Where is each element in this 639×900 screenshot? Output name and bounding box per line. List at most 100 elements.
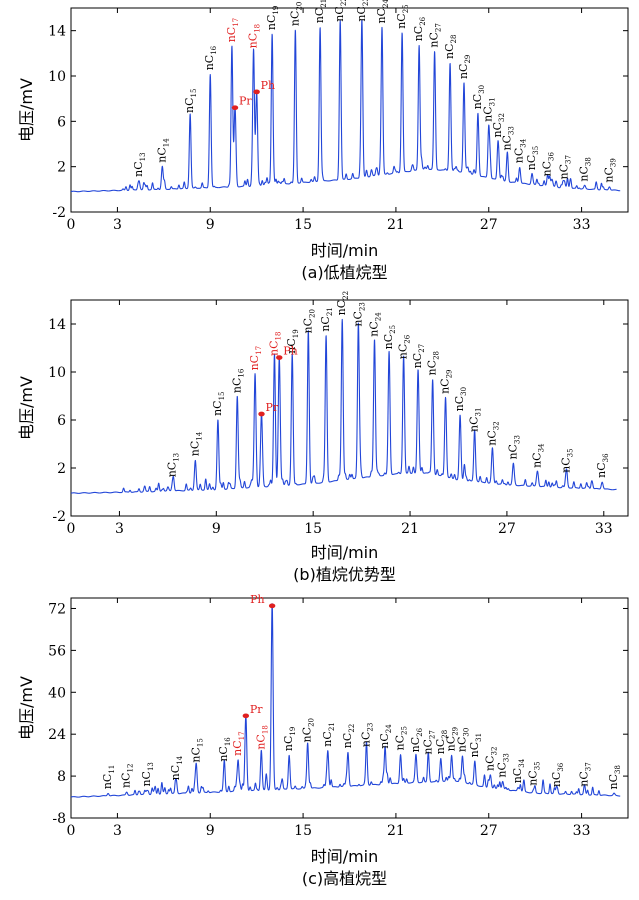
peak-label-prefix: nC	[578, 771, 591, 787]
peak-label-subscript: 26	[404, 334, 412, 343]
peak-label-nc34: nC34	[513, 138, 528, 163]
x-tick-label: 33	[573, 217, 591, 233]
peak-label-prefix: nC	[409, 737, 422, 753]
peak-label-nc32: nC32	[483, 747, 498, 771]
peak-label-nc18: nC18	[254, 725, 269, 749]
peak-label-prefix: nC	[140, 771, 153, 787]
peak-label-prefix: nC	[483, 755, 496, 771]
x-tick-label: 15	[294, 217, 312, 233]
peak-label-subscript: 20	[308, 309, 316, 318]
peak-label-prefix: nC	[355, 6, 368, 22]
peak-label-subscript: 12	[127, 764, 135, 773]
peak-label-prefix: nC	[426, 360, 439, 376]
peak-label-prefix: nC	[434, 739, 447, 755]
peak-label-prefix: nC	[378, 733, 391, 749]
peak-label-subscript: 23	[362, 0, 370, 6]
peak-label-subscript: 16	[210, 45, 218, 54]
peak-label-nc36: nC36	[541, 152, 556, 177]
peak-label-subscript: 33	[503, 753, 511, 762]
peak-label-subscript: 21	[320, 0, 328, 8]
peak-label-subscript: 13	[173, 453, 181, 462]
peak-label-nc36: nC36	[550, 762, 565, 787]
peak-label-nc13: nC13	[166, 453, 181, 477]
peak-label-subscript: 19	[272, 6, 280, 15]
peak-label-nc16: nC16	[203, 45, 218, 70]
peak-label-nc33: nC33	[500, 126, 515, 150]
peak-label-nc27: nC27	[411, 344, 426, 368]
peak-label-prefix: nC	[421, 739, 434, 755]
peak-label-subscript: 15	[196, 738, 204, 747]
x-tick-label: 9	[212, 521, 221, 537]
peak-label-prefix: nC	[457, 64, 470, 80]
x-tick-label: 3	[113, 823, 122, 839]
peak-label-nc25: nC25	[394, 726, 409, 750]
marker-ph	[253, 89, 260, 95]
peak-label-prefix: nC	[560, 457, 573, 473]
x-tick-label: 27	[480, 823, 498, 839]
peak-label-nc17: nC17	[231, 731, 246, 755]
peak-label-prefix: nC	[395, 13, 408, 29]
peak-label-prefix: nC	[217, 746, 230, 762]
x-tick-label: 0	[67, 823, 76, 839]
peak-label-prefix: nC	[101, 774, 114, 790]
peak-label-subscript: 13	[147, 762, 155, 771]
peak-label-subscript: 16	[224, 737, 232, 746]
peak-label-prefix: nC	[351, 311, 364, 327]
peak-label-subscript: 18	[274, 332, 282, 341]
peak-label-subscript: 27	[418, 344, 426, 353]
x-tick-label: 27	[480, 217, 498, 233]
x-tick-label: 21	[387, 823, 405, 839]
peak-label-subscript: 31	[475, 733, 483, 742]
peak-label-subscript: 35	[532, 146, 540, 155]
peak-label-nc34: nC34	[511, 758, 526, 783]
peak-label-nc23: nC23	[351, 302, 366, 326]
peak-label-nc15: nC15	[183, 89, 198, 113]
peak-label-prefix: nC	[301, 318, 314, 334]
peak-label-nc36: nC36	[595, 453, 610, 478]
plot-frame	[70, 597, 629, 819]
y-axis-title: 电压/mV	[17, 78, 36, 142]
peak-label-subscript: 15	[190, 89, 198, 98]
marker-ph	[276, 355, 283, 360]
peak-label-subscript: 25	[402, 4, 410, 13]
peak-label-prefix: nC	[313, 8, 326, 24]
y-tick-label: 10	[48, 69, 66, 85]
peak-label-prefix: nC	[525, 155, 538, 171]
chart-panel-1: 0 3 9 15 21 27 33-2261014时间/min电压/mV(a)低植烷型nC1…	[17, 0, 629, 282]
peak-label-nc28: nC28	[434, 730, 449, 754]
peak-label-prefix: nC	[155, 147, 168, 163]
peak-label-subscript: 18	[261, 725, 269, 734]
peak-label-prefix: nC	[397, 344, 410, 360]
peak-label-prefix: nC	[468, 742, 481, 758]
peak-label-nc37: nC37	[558, 155, 573, 179]
peak-label-nc26: nC26	[409, 727, 424, 752]
peak-label-nc22: nC22	[341, 724, 356, 748]
peak-label-nc30: nC30	[453, 387, 468, 411]
x-tick-label: 0	[67, 521, 76, 537]
peak-label-subscript: 33	[507, 126, 515, 135]
peak-label-nc17: nC17	[225, 18, 240, 42]
peak-label-prefix: nC	[482, 106, 495, 122]
peak-label-nc29: nC29	[457, 55, 472, 79]
peak-label-nc18: nC18	[267, 332, 282, 356]
peak-label-prefix: nC	[468, 416, 481, 432]
peak-label-prefix: nC	[282, 736, 295, 752]
peak-label-nc32: nC32	[491, 113, 506, 137]
peak-label-subscript: 33	[513, 435, 521, 444]
peak-label-nc19: nC19	[285, 329, 300, 353]
peak-label-nc14: nC14	[155, 138, 170, 163]
x-tick-label: 3	[115, 521, 124, 537]
peak-label-prefix: nC	[166, 462, 179, 478]
peak-label-nc35: nC35	[560, 448, 575, 472]
x-tick-label: 9	[206, 823, 215, 839]
peak-label-prefix: nC	[439, 378, 452, 394]
peak-label-subscript: 31	[475, 408, 483, 417]
peak-label-subscript: 19	[292, 329, 300, 338]
peak-label-prefix: nC	[595, 462, 608, 478]
y-tick-label: 40	[48, 685, 66, 701]
peak-label-prefix: nC	[169, 765, 182, 781]
peak-label-nc33: nC33	[496, 753, 511, 777]
peak-label-prefix: nC	[411, 353, 424, 369]
y-tick-label: -2	[52, 205, 66, 221]
